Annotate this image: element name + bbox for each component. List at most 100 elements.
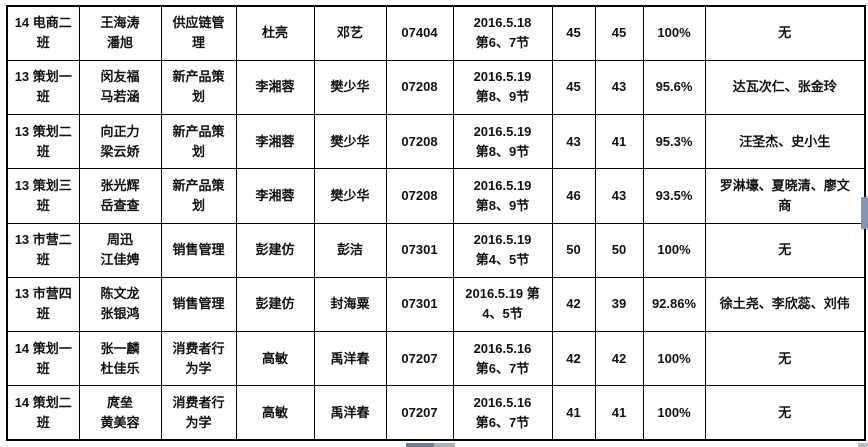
cell-datetime: 2016.5.16 第6、7节 bbox=[452, 330, 553, 387]
cell-class-name: 14 电商二 班 bbox=[6, 5, 80, 61]
cell-enrolled: 46 bbox=[551, 168, 596, 224]
cell-students: 陈文龙 张银鸿 bbox=[78, 276, 162, 333]
cell-students: 庹垒 黄美容 bbox=[78, 385, 162, 441]
cell-class-name: 13 市营二 班 bbox=[6, 222, 80, 278]
cell-enrolled: 42 bbox=[551, 330, 596, 387]
cell-inspector: 樊少华 bbox=[313, 113, 387, 170]
cell-course: 新产品策 划 bbox=[160, 113, 237, 170]
cell-attendance-rate: 100% bbox=[642, 330, 706, 387]
cell-inspector: 樊少华 bbox=[313, 59, 387, 116]
cell-students: 张光辉 岳查查 bbox=[78, 168, 162, 224]
cell-attendance-rate: 95.3% bbox=[642, 113, 706, 170]
table-row: 13 市营四 班陈文龙 张银鸿 销售管理 彭建仿 封海粟 07301 2016.5.19 … bbox=[6, 276, 866, 333]
cell-absent-students: 无 bbox=[704, 385, 866, 441]
cell-instructor: 李湘蓉 bbox=[235, 59, 315, 116]
cell-absent-students: 无 bbox=[704, 330, 866, 387]
cell-datetime: 2016.5.19 第4、5节 bbox=[452, 222, 553, 278]
cell-instructor: 彭建仿 bbox=[235, 222, 315, 278]
vertical-scrollbar-thumb[interactable] bbox=[861, 197, 868, 229]
scrollbar-corner bbox=[858, 443, 868, 447]
cell-class-name: 14 策划一 班 bbox=[6, 330, 80, 387]
horizontal-scrollbar-track[interactable] bbox=[434, 443, 455, 447]
cell-inspector: 禹洋春 bbox=[313, 330, 387, 387]
cell-absent-students: 罗淋壕、夏晓清、廖文 商 bbox=[704, 168, 866, 224]
horizontal-scrollbar-thumb[interactable] bbox=[406, 443, 434, 447]
cell-present: 39 bbox=[594, 276, 644, 333]
cell-enrolled: 50 bbox=[551, 222, 596, 278]
cell-instructor: 高敏 bbox=[235, 385, 315, 441]
cell-inspector: 禹洋春 bbox=[313, 385, 387, 441]
table-row: 13 市营二 班周迅 江佳娉 销售管理 彭建仿 彭洁 07301 2016.5.19 第4… bbox=[6, 222, 866, 278]
table-row: 14 电商二 班王海涛 潘旭 供应链管 理杜亮 邓艺 07404 2016.5.18 第… bbox=[6, 5, 866, 61]
cell-inspector: 封海粟 bbox=[313, 276, 387, 333]
cell-enrolled: 45 bbox=[551, 5, 596, 61]
cell-instructor: 李湘蓉 bbox=[235, 113, 315, 170]
cell-instructor: 高敏 bbox=[235, 330, 315, 387]
cell-course: 消费者行 为学 bbox=[160, 385, 237, 441]
cell-datetime: 2016.5.16 第6、7节 bbox=[452, 385, 553, 441]
cell-datetime: 2016.5.19 第8、9节 bbox=[452, 168, 553, 224]
cell-course-code: 07207 bbox=[385, 385, 454, 441]
cell-students: 周迅 江佳娉 bbox=[78, 222, 162, 278]
cell-present: 43 bbox=[594, 168, 644, 224]
cell-class-name: 13 策划二 班 bbox=[6, 113, 80, 170]
cell-students: 向正力 梁云娇 bbox=[78, 113, 162, 170]
cell-instructor: 彭建仿 bbox=[235, 276, 315, 333]
cell-course-code: 07208 bbox=[385, 168, 454, 224]
table-row: 13 策划三 班张光辉 岳查查 新产品策 划李湘蓉 樊少华 07208 2016.5.1… bbox=[6, 168, 866, 224]
cell-students: 张一麟 杜佳乐 bbox=[78, 330, 162, 387]
cell-course-code: 07208 bbox=[385, 59, 454, 116]
cell-absent-students: 无 bbox=[704, 5, 866, 61]
cell-attendance-rate: 100% bbox=[642, 385, 706, 441]
cell-present: 50 bbox=[594, 222, 644, 278]
cell-course: 新产品策 划 bbox=[160, 59, 237, 116]
cell-attendance-rate: 100% bbox=[642, 5, 706, 61]
table-row: 13 策划一 班闵友福 马若涵 新产品策 划李湘蓉 樊少华 07208 2016.5.1… bbox=[6, 59, 866, 116]
cell-present: 41 bbox=[594, 385, 644, 441]
cell-absent-students: 无 bbox=[704, 222, 866, 278]
cell-inspector: 樊少华 bbox=[313, 168, 387, 224]
cell-course-code: 07301 bbox=[385, 276, 454, 333]
attendance-table: 14 电商二 班王海涛 潘旭 供应链管 理杜亮 邓艺 07404 2016.5.18 第… bbox=[6, 5, 866, 441]
cell-attendance-rate: 93.5% bbox=[642, 168, 706, 224]
cell-inspector: 彭洁 bbox=[313, 222, 387, 278]
cell-enrolled: 43 bbox=[551, 113, 596, 170]
cell-present: 43 bbox=[594, 59, 644, 116]
cell-course: 销售管理 bbox=[160, 276, 237, 333]
cell-students: 闵友福 马若涵 bbox=[78, 59, 162, 116]
cell-attendance-rate: 100% bbox=[642, 222, 706, 278]
cell-datetime: 2016.5.19 第8、9节 bbox=[452, 113, 553, 170]
cell-course-code: 07301 bbox=[385, 222, 454, 278]
cell-class-name: 14 策划二 班 bbox=[6, 385, 80, 441]
table-row: 13 策划二 班向正力 梁云娇 新产品策 划李湘蓉 樊少华 07208 2016.5.1… bbox=[6, 113, 866, 170]
cell-instructor: 杜亮 bbox=[235, 5, 315, 61]
cell-class-name: 13 策划三 班 bbox=[6, 168, 80, 224]
table-body: 14 电商二 班王海涛 潘旭 供应链管 理杜亮 邓艺 07404 2016.5.18 第… bbox=[6, 5, 866, 441]
cell-present: 45 bbox=[594, 5, 644, 61]
cell-inspector: 邓艺 bbox=[313, 5, 387, 61]
cell-course-code: 07404 bbox=[385, 5, 454, 61]
cell-class-name: 13 市营四 班 bbox=[6, 276, 80, 333]
cell-course: 新产品策 划 bbox=[160, 168, 237, 224]
cell-absent-students: 徐土尧、李欣蕊、刘伟 bbox=[704, 276, 866, 333]
cell-course-code: 07207 bbox=[385, 330, 454, 387]
cell-datetime: 2016.5.19 第 4、5节 bbox=[452, 276, 553, 333]
cell-instructor: 李湘蓉 bbox=[235, 168, 315, 224]
cell-students: 王海涛 潘旭 bbox=[78, 5, 162, 61]
cell-course: 供应链管 理 bbox=[160, 5, 237, 61]
cell-attendance-rate: 95.6% bbox=[642, 59, 706, 116]
cell-class-name: 13 策划一 班 bbox=[6, 59, 80, 116]
cell-datetime: 2016.5.18 第6、7节 bbox=[452, 5, 553, 61]
cell-absent-students: 汪圣杰、史小生 bbox=[704, 113, 866, 170]
cell-enrolled: 41 bbox=[551, 385, 596, 441]
cell-present: 42 bbox=[594, 330, 644, 387]
cell-absent-students: 达瓦次仁、张金玲 bbox=[704, 59, 866, 116]
cell-course-code: 07208 bbox=[385, 113, 454, 170]
cell-course: 销售管理 bbox=[160, 222, 237, 278]
cell-present: 41 bbox=[594, 113, 644, 170]
cell-enrolled: 42 bbox=[551, 276, 596, 333]
cell-course: 消费者行 为学 bbox=[160, 330, 237, 387]
cell-attendance-rate: 92.86% bbox=[642, 276, 706, 333]
cell-enrolled: 45 bbox=[551, 59, 596, 116]
